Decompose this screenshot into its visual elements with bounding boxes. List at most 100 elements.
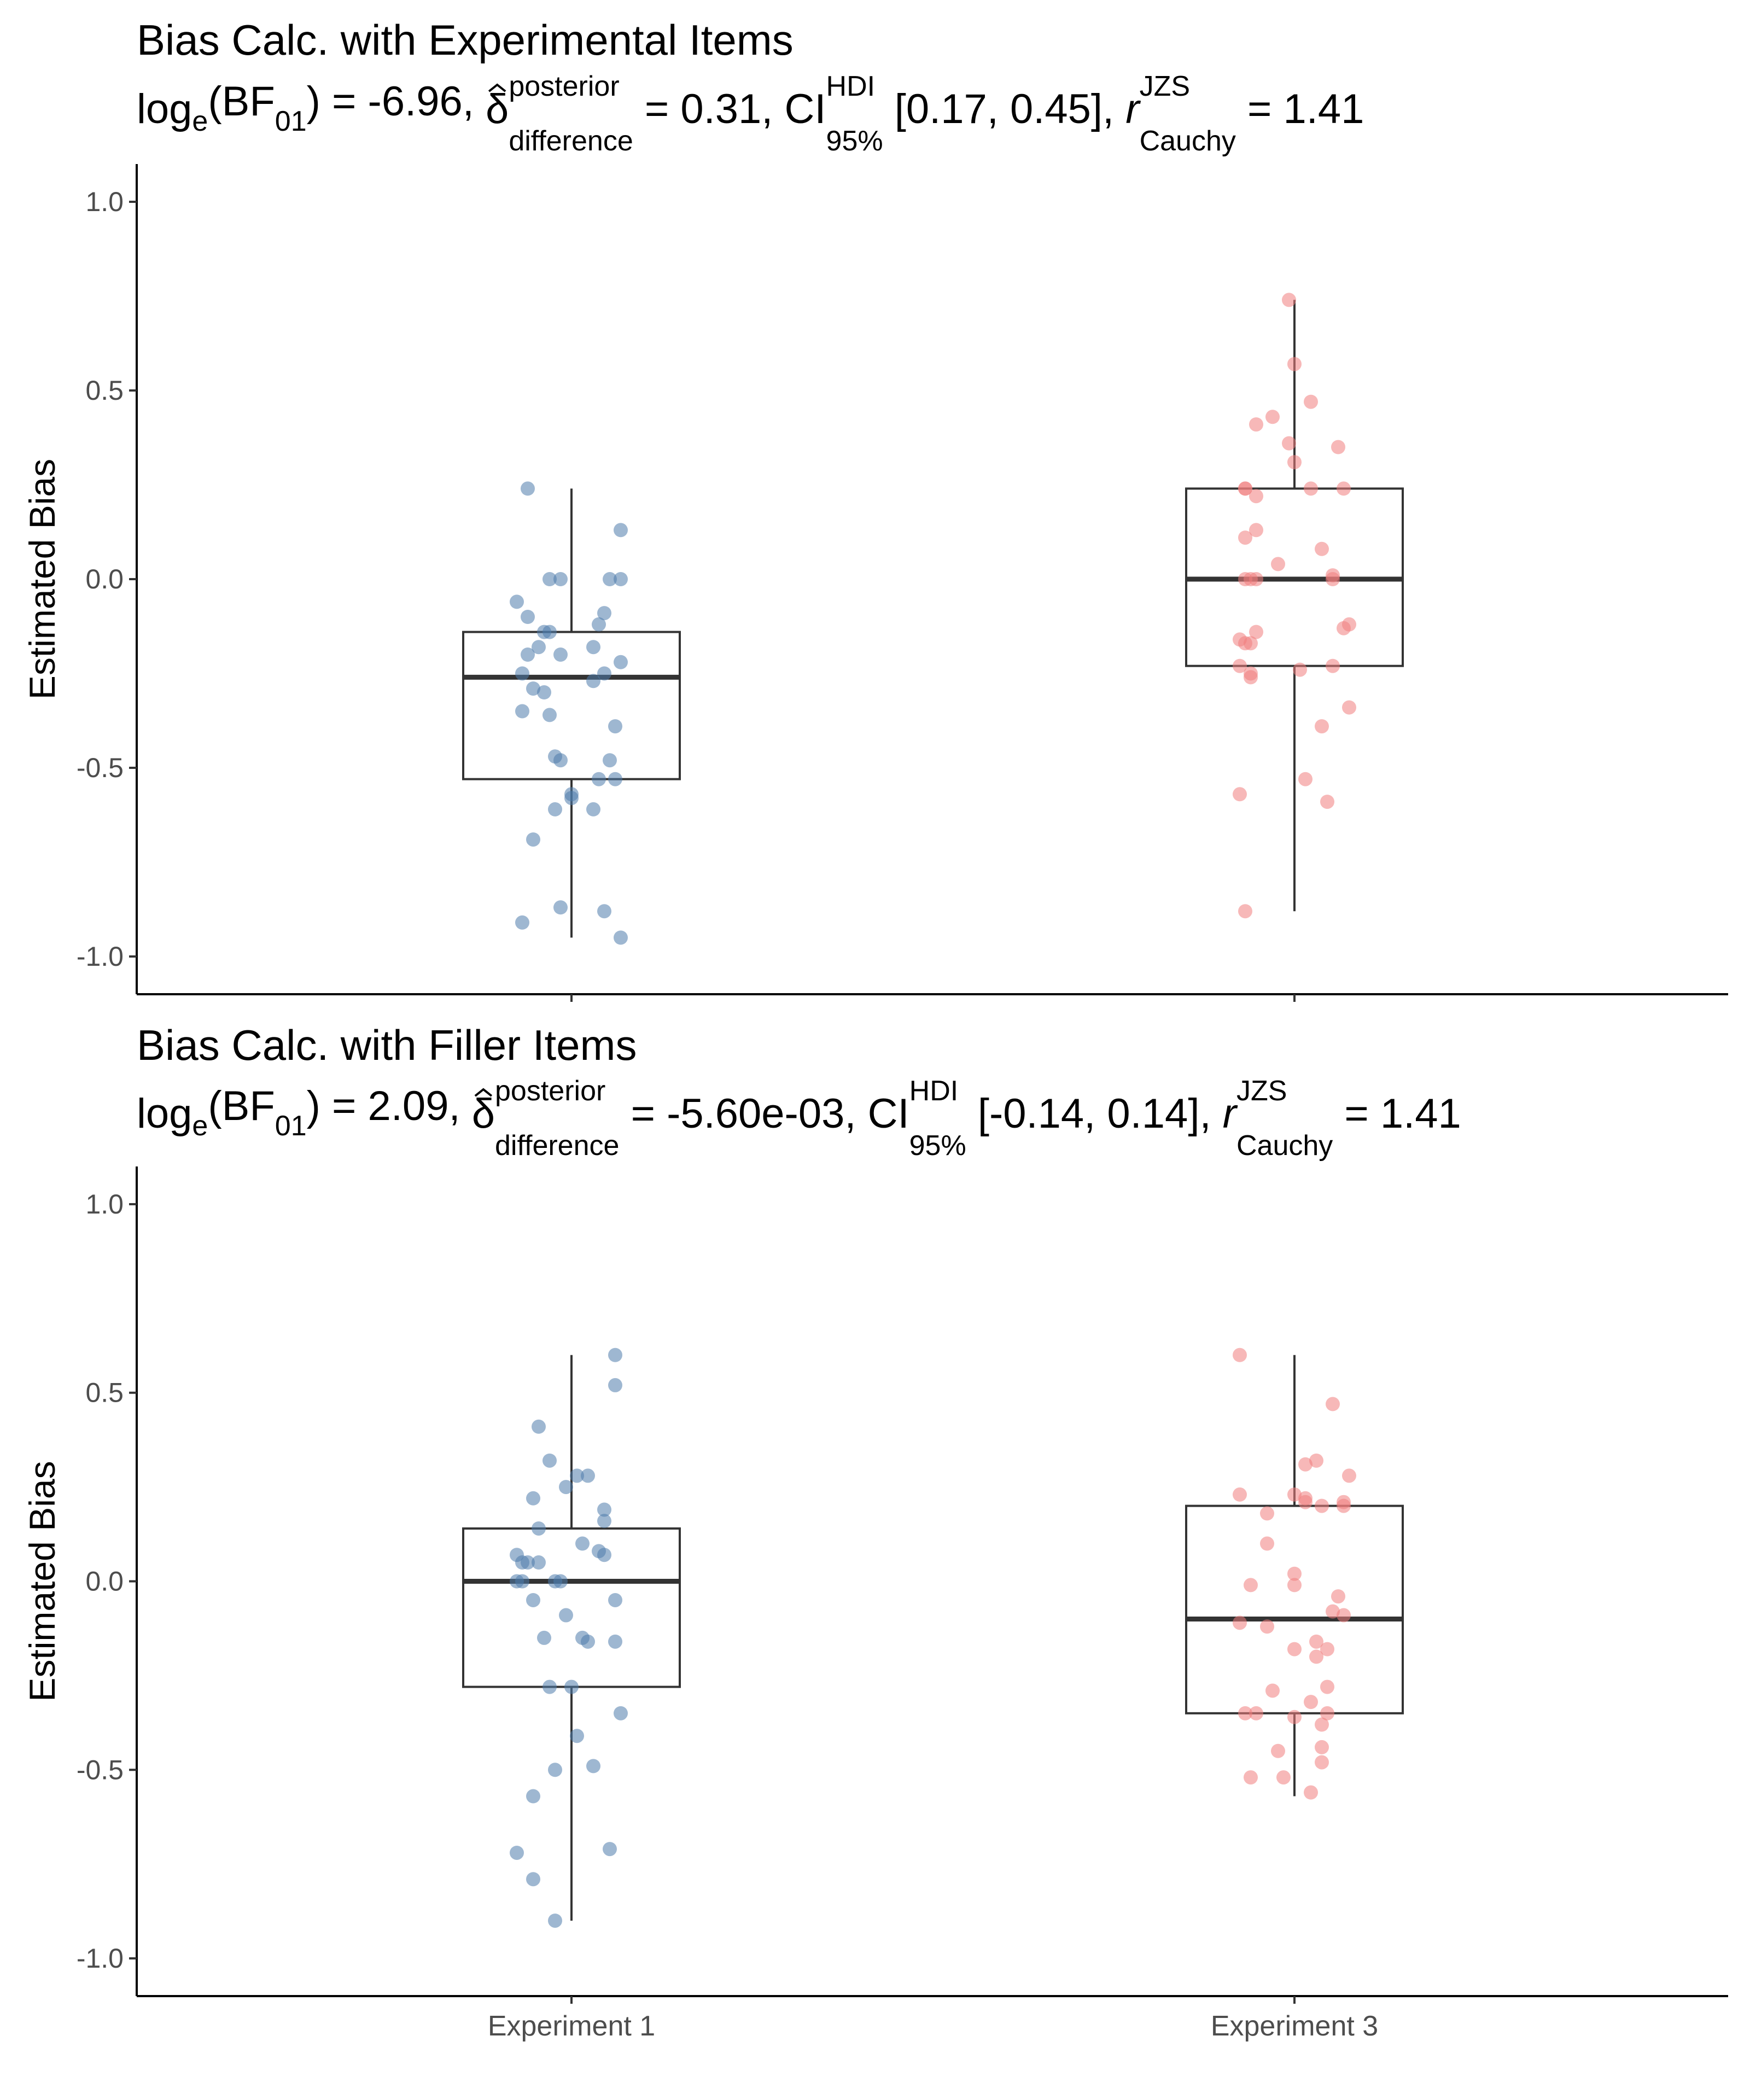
chart-title: Bias Calc. with Experimental Items	[137, 16, 794, 64]
subtitle-delta-value: = -5.60e-03,	[619, 1090, 867, 1137]
data-point	[1271, 557, 1285, 571]
data-point	[1287, 1487, 1302, 1502]
data-point	[1326, 572, 1340, 586]
data-point	[570, 1468, 584, 1483]
data-point	[526, 1491, 540, 1506]
data-point	[581, 1634, 595, 1649]
data-point	[1249, 523, 1263, 538]
data-point	[1244, 1578, 1258, 1592]
data-point	[1342, 700, 1356, 715]
data-point	[1276, 1770, 1291, 1785]
series-1-group	[462, 481, 681, 945]
subtitle-bf-sub: 01	[275, 106, 307, 137]
y-tick-label: -1.0	[77, 941, 124, 972]
subtitle-bf-sub: 01	[275, 1110, 307, 1142]
data-point	[1287, 1566, 1302, 1581]
subtitle-delta-value: = 0.31,	[633, 86, 785, 132]
subtitle-r-sup: JZS	[1236, 1075, 1287, 1107]
data-point	[526, 681, 540, 696]
data-point	[553, 900, 568, 915]
subtitle-r-value: = 1.41	[1236, 86, 1364, 132]
data-point	[597, 606, 611, 621]
data-point	[1249, 572, 1263, 586]
data-point	[1320, 1679, 1334, 1694]
data-point	[542, 1453, 557, 1468]
data-point	[1244, 670, 1258, 685]
data-point	[1315, 719, 1329, 734]
data-point	[542, 572, 557, 586]
data-point	[526, 1592, 540, 1607]
data-point	[614, 523, 628, 538]
data-point	[608, 772, 622, 786]
data-point	[510, 1845, 524, 1860]
subtitle-ci-label: CI	[785, 86, 826, 132]
data-point	[1298, 1495, 1312, 1509]
subtitle-ci-sub: 95%	[826, 125, 883, 157]
box-iqr	[462, 1527, 681, 1688]
data-point	[526, 1789, 540, 1804]
data-point	[1320, 1642, 1334, 1656]
chart-title: Bias Calc. with Filler Items	[137, 1021, 637, 1069]
y-tick-label: -1.0	[77, 1943, 124, 1974]
subtitle-ci-value: [0.17, 0.45],	[883, 86, 1126, 132]
data-point	[559, 1608, 573, 1623]
y-tick-label: 0.0	[85, 1566, 124, 1597]
subtitle-bf-label: (BF	[208, 1083, 275, 1129]
data-point	[1298, 1457, 1312, 1472]
x-tick-label: Experiment 3	[1211, 2010, 1378, 2042]
data-point	[614, 655, 628, 669]
subtitle-log-label: log	[137, 1090, 192, 1137]
data-point	[1282, 436, 1296, 451]
data-point	[1326, 1397, 1340, 1411]
subtitle-ci-sub: 95%	[909, 1130, 966, 1162]
data-point	[1326, 658, 1340, 673]
data-point	[1260, 1619, 1274, 1634]
data-point	[1249, 1706, 1263, 1720]
data-point	[532, 640, 546, 655]
subtitle-r-value: = 1.41	[1333, 1090, 1461, 1137]
data-point	[1337, 1608, 1351, 1623]
data-point	[1244, 1770, 1258, 1785]
data-point	[586, 640, 600, 655]
delta-hat-mark	[488, 83, 506, 92]
data-point	[1304, 1695, 1318, 1710]
data-point	[515, 1574, 529, 1589]
data-point	[521, 648, 535, 662]
data-point	[1238, 481, 1252, 496]
data-point	[1287, 1578, 1302, 1592]
data-point	[1287, 1642, 1302, 1656]
data-point	[1315, 1717, 1329, 1732]
data-point	[515, 1555, 529, 1570]
subtitle-bf-value: ) = -6.96,	[307, 78, 486, 125]
y-tick-label: 0.5	[85, 1378, 124, 1408]
series-2-group	[1185, 1348, 1404, 1800]
data-point	[548, 1763, 562, 1777]
data-point	[570, 1729, 584, 1743]
data-point	[1337, 621, 1351, 635]
y-tick-label: -0.5	[77, 1754, 124, 1785]
data-point	[592, 772, 606, 786]
data-point	[532, 1521, 546, 1536]
data-point	[608, 1592, 622, 1607]
data-point	[1233, 1487, 1247, 1502]
data-point	[597, 1502, 611, 1517]
data-point	[581, 1468, 595, 1483]
subtitle-r-sup: JZS	[1140, 71, 1190, 102]
delta-hat-mark	[474, 1088, 493, 1097]
data-point	[1331, 1589, 1345, 1604]
data-point	[532, 1419, 546, 1434]
data-point	[597, 1548, 611, 1562]
data-point	[1309, 1634, 1323, 1649]
data-point	[1298, 772, 1312, 786]
data-point	[1287, 1710, 1302, 1724]
data-point	[1309, 1649, 1323, 1664]
subtitle-delta-symbol: δ	[486, 86, 509, 132]
data-point	[510, 594, 524, 609]
box-iqr	[462, 631, 681, 780]
data-point	[608, 719, 622, 734]
data-point	[586, 674, 600, 689]
subtitle-r-label: r	[1125, 86, 1141, 132]
data-point	[608, 1378, 622, 1392]
data-point	[526, 832, 540, 847]
